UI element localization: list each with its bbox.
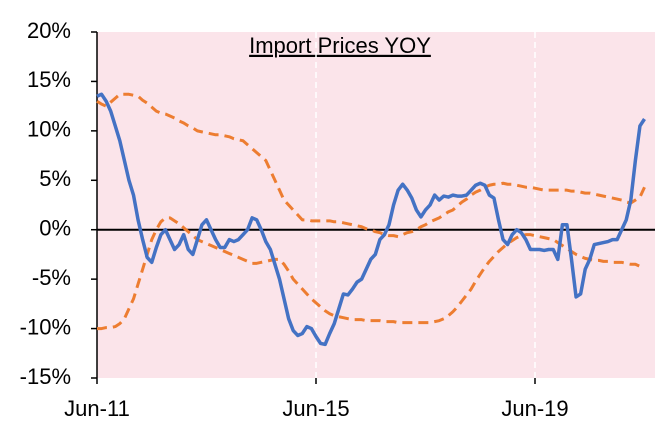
x-tick-label: Jun-19 bbox=[501, 396, 568, 421]
x-tick-label: Jun-11 bbox=[64, 396, 130, 421]
y-tick-label: 0% bbox=[39, 216, 71, 241]
plot-area bbox=[97, 32, 655, 378]
y-tick-label: -15% bbox=[20, 364, 71, 389]
data-line bbox=[96, 92, 646, 347]
y-tick-label: 20% bbox=[27, 18, 71, 43]
y-tick-label: 5% bbox=[39, 166, 71, 191]
x-tick-label: Jun-15 bbox=[282, 396, 349, 421]
chart-title: Import Prices YOY bbox=[249, 33, 431, 58]
y-tick-label: 10% bbox=[27, 117, 71, 142]
y-tick-label: -10% bbox=[20, 314, 71, 339]
y-tick-label: 15% bbox=[27, 67, 71, 92]
y-tick-label: -5% bbox=[32, 265, 71, 290]
band-line bbox=[96, 92, 646, 239]
band-line bbox=[97, 216, 645, 331]
